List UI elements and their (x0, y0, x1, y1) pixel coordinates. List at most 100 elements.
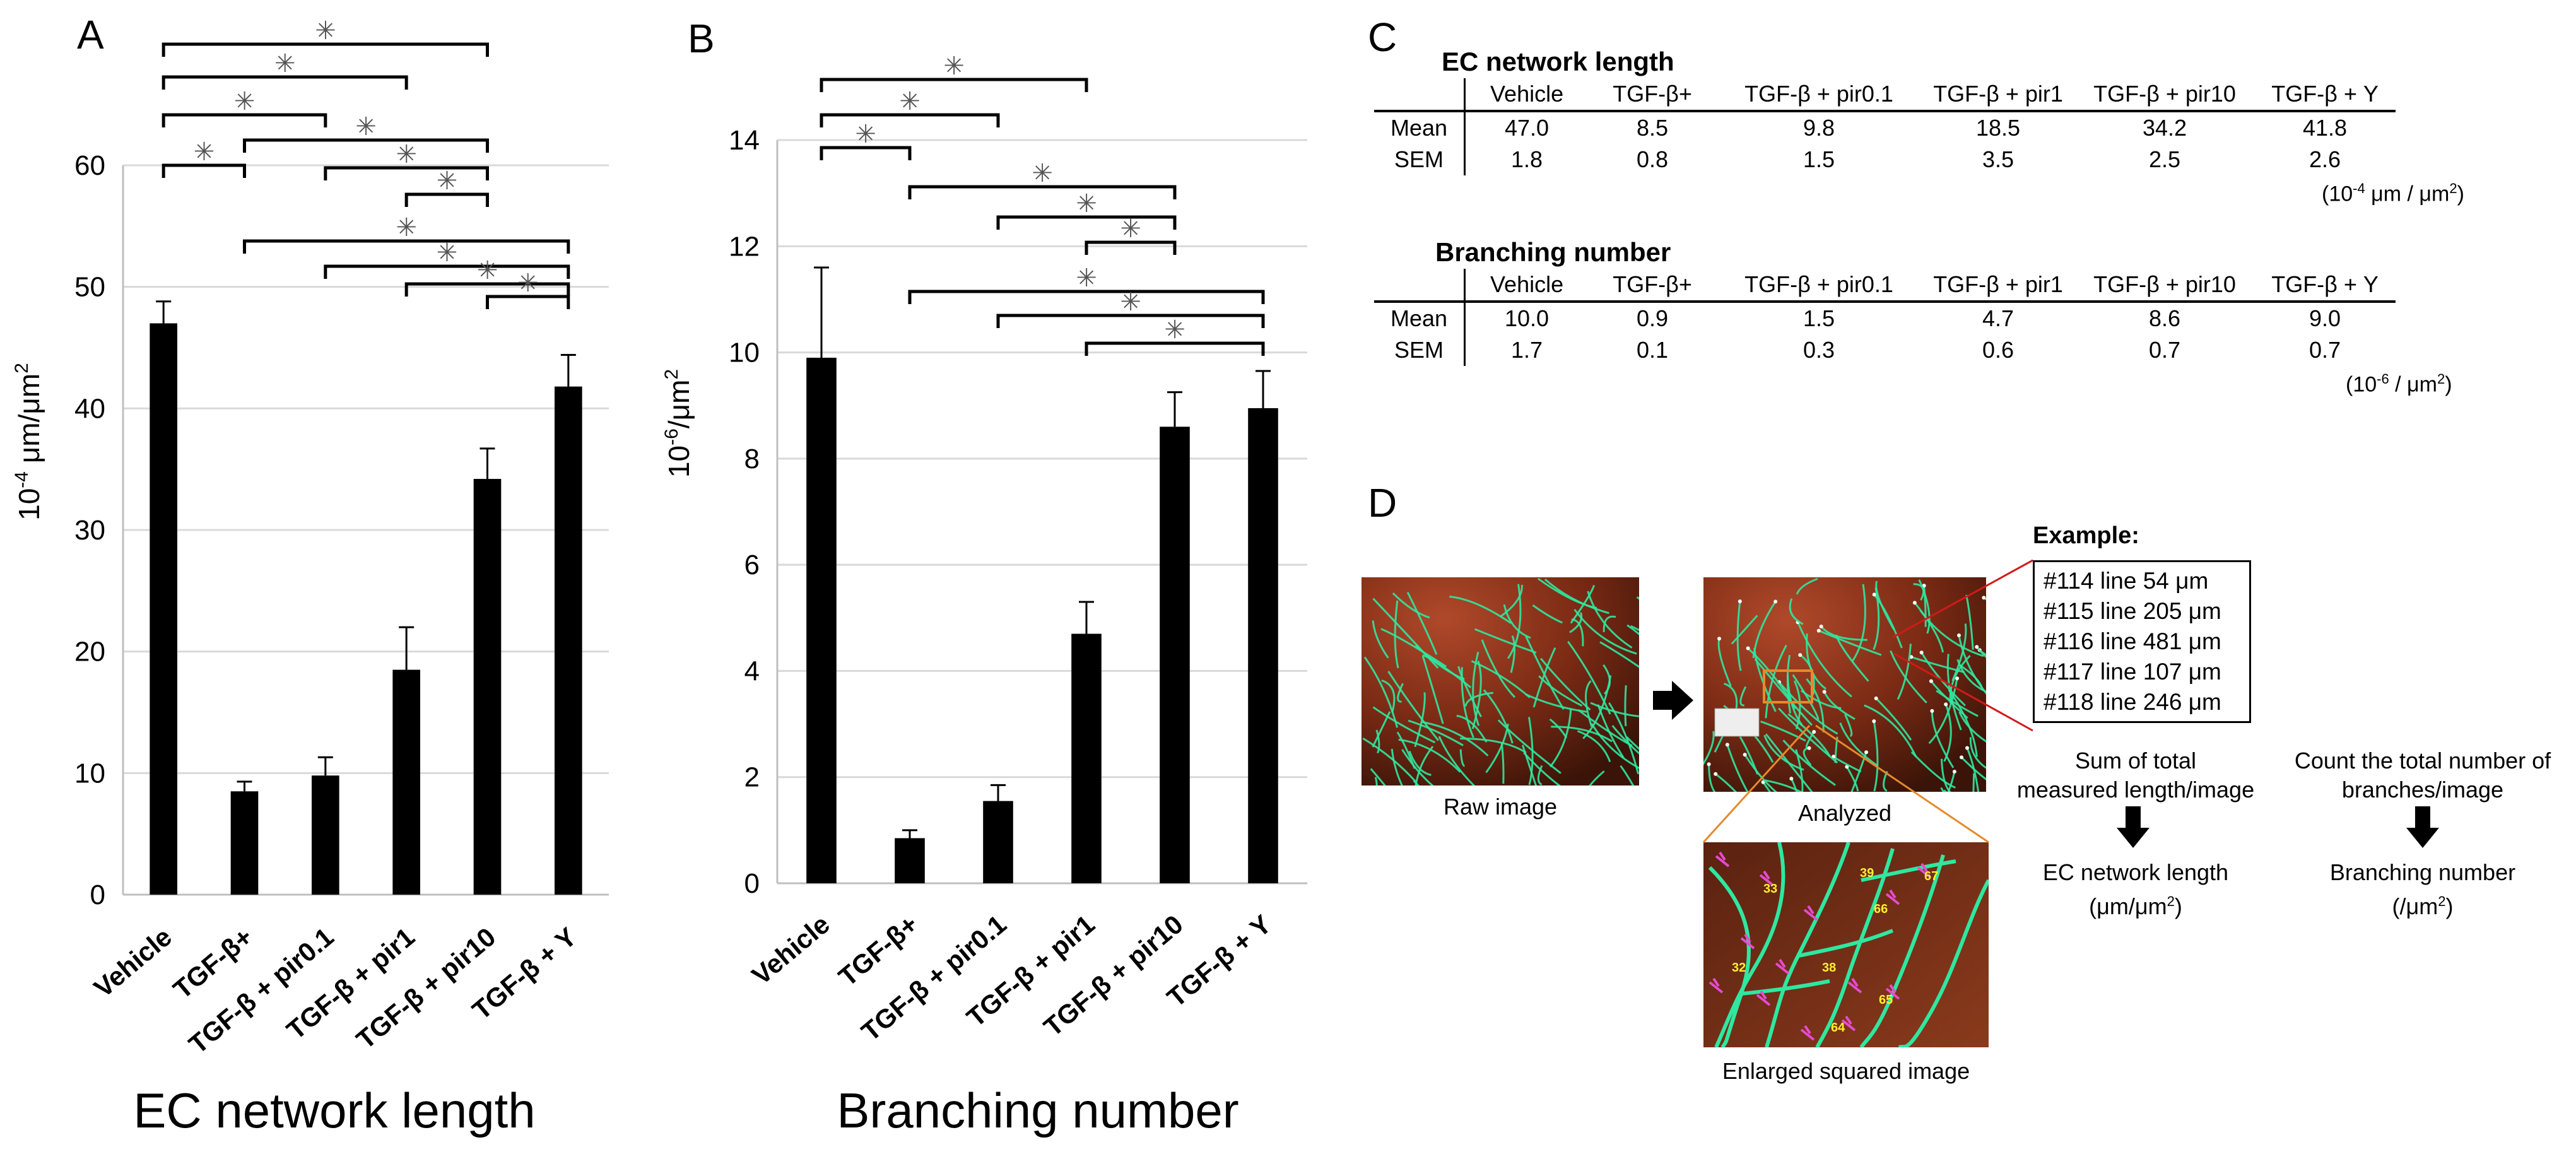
vessel-segment (1778, 681, 1838, 735)
branch-point-marker (1775, 958, 1790, 975)
panel-letter-b: B (688, 16, 715, 61)
vessel-segment (1380, 628, 1447, 668)
vessel-segment (1913, 583, 1925, 601)
vessel-segment (1744, 754, 1778, 792)
vessel-segment (1374, 777, 1378, 785)
ec-network-length-result: EC network length (μm/μm2) (2042, 859, 2229, 919)
node-marker (1819, 624, 1823, 628)
node-marker (1872, 592, 1876, 597)
bar (555, 386, 582, 895)
example-line: #118 line 246 μm (2044, 689, 2221, 715)
table-row-header: SEM (1374, 144, 1466, 175)
vessel-segment (1739, 686, 1747, 707)
vessel-segment (1585, 680, 1593, 727)
vessel-segment (1549, 708, 1572, 768)
vessel-segment (1500, 743, 1505, 784)
branch-number-label: 32 (1732, 961, 1746, 975)
table-column-header: Vehicle (1464, 78, 1589, 112)
node-marker (1746, 646, 1750, 650)
vessel-segment (1582, 675, 1612, 739)
vessel-segment (1372, 620, 1389, 659)
bar (1160, 427, 1190, 883)
vessel-segment (1626, 624, 1639, 636)
arrow-down-icon-right (2406, 806, 2439, 848)
y-tick-label: 50 (74, 272, 105, 303)
node-marker (1929, 679, 1933, 683)
node-marker (1714, 772, 1718, 776)
table-cell: 0.3 (1803, 337, 1835, 363)
vessel-segment (1762, 781, 1772, 792)
table-cell: 0.7 (2309, 337, 2341, 363)
significance-bracket (324, 166, 489, 180)
analyzed-image-caption: Analyzed (1797, 800, 1892, 826)
node-marker (1872, 719, 1876, 724)
vessel-segment (1363, 656, 1399, 728)
table-cell: 8.6 (2149, 305, 2181, 331)
significance-asterisk: ✳ (437, 238, 458, 268)
table-column-header: Vehicle (1464, 269, 1589, 303)
table-cell: 18.5 (1976, 115, 2021, 141)
table-length-unit: (10-4 μm / μm2) (2322, 180, 2464, 206)
vessel-segment (1947, 771, 1956, 792)
vessel-segment (1577, 730, 1611, 762)
table-cell: 2.5 (2149, 146, 2181, 172)
y-tick-label: 0 (90, 880, 105, 910)
vessel-segment (1626, 736, 1639, 750)
node-marker (1812, 729, 1816, 734)
significance-asterisk: ✳ (274, 49, 296, 78)
vessel-segment (1789, 598, 1804, 625)
bar (473, 479, 502, 895)
vessel-segment (1875, 697, 1912, 741)
significance-asterisk: ✳ (1164, 315, 1185, 344)
zoom-region-box (1763, 669, 1813, 703)
node-marker (1743, 753, 1747, 757)
table-cell: 1.7 (1511, 337, 1543, 363)
table-cell: 9.8 (1803, 115, 1835, 141)
vessel-segment (1765, 644, 1787, 719)
bar (1248, 408, 1278, 883)
panel-letter-d: D (1368, 480, 1397, 526)
table-cell: 41.8 (2303, 115, 2348, 141)
vessel-segment (1820, 625, 1867, 641)
vessel-segment (1370, 768, 1386, 785)
vessel-segment (1630, 625, 1639, 632)
node-marker (1975, 645, 1979, 649)
vessel-segment (1537, 765, 1543, 785)
table-cell: 4.7 (1982, 305, 2014, 331)
significance-asterisk: ✳ (1120, 215, 1141, 244)
branch-point-marker (1800, 1025, 1815, 1041)
bar (150, 323, 177, 895)
vessel-segment (1747, 647, 1796, 709)
vessel-segment (1787, 713, 1831, 757)
vessel-segment (1966, 747, 1980, 792)
vessel-segment (1864, 704, 1917, 758)
bar (230, 791, 259, 895)
table-cell: 0.8 (1637, 146, 1669, 172)
significance-bracket (996, 314, 1265, 328)
vessel-segment (1763, 734, 1804, 771)
vessel-segment (1544, 579, 1609, 615)
y-tick-label: 10 (729, 338, 760, 368)
significance-bracket (996, 215, 1177, 230)
vessel-segment (1414, 692, 1426, 748)
significance-bracket (820, 146, 912, 160)
vessel-segment (1510, 635, 1515, 673)
branch-number-label: 39 (1860, 866, 1874, 880)
vessel-segment (1852, 584, 1866, 662)
vessel-segment (1438, 736, 1476, 785)
y-tick-label: 8 (744, 444, 760, 474)
significance-asterisk: ✳ (855, 120, 876, 149)
vessel-segment (1460, 738, 1527, 754)
vessel-segment (1472, 651, 1480, 726)
vessel-segment (1861, 859, 1956, 882)
vessel-segment (1834, 736, 1838, 763)
vessel-segment (1570, 585, 1595, 624)
table-cell: 0.9 (1637, 305, 1669, 331)
y-axis-label: 10-6/μm2 (661, 369, 695, 478)
vessel-segment (1372, 597, 1439, 669)
table-branching-title: Branching number (1435, 237, 1671, 267)
node-marker (1982, 596, 1986, 600)
vessel-segment (1406, 592, 1438, 655)
node-marker (1955, 676, 1960, 681)
